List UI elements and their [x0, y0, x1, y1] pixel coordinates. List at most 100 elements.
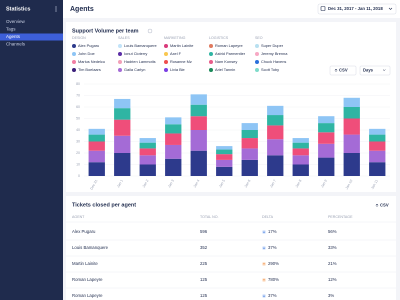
bar-segment [292, 155, 309, 165]
percentage: 56% [328, 229, 337, 234]
legend-item[interactable]: Super Duper [261, 43, 284, 48]
agent-name: Roman Lapeyre [72, 293, 103, 298]
legend-item[interactable]: Axel F [170, 51, 182, 56]
legend-item[interactable]: Rosanne Mz [170, 59, 192, 64]
total: 125 [200, 277, 208, 282]
bar-segment [139, 155, 156, 165]
nav-item[interactable]: Tags [6, 27, 16, 32]
help-icon[interactable] [147, 28, 153, 34]
y-tick-label: 20 [76, 151, 80, 155]
column-header: AGENT [72, 215, 85, 219]
column-header: TOTAL NO. [200, 215, 219, 219]
bar-segment [241, 130, 258, 139]
bar-segment [139, 142, 156, 149]
legend-item[interactable]: Martin Lainite [170, 43, 193, 48]
legend-item[interactable]: Ariel Tannin [215, 67, 235, 72]
period-select[interactable]: Days [359, 65, 391, 76]
x-tick-label: Jan 4 [193, 179, 201, 188]
bar-segment [318, 143, 335, 158]
legend-item[interactable]: Livia Bie [170, 67, 185, 72]
x-tick-label: Jan 8 [295, 179, 303, 188]
delta: 17% [268, 229, 277, 234]
bar-segment [216, 146, 233, 150]
y-tick-label: 40 [76, 128, 80, 132]
nav-item[interactable]: Channels [6, 42, 26, 47]
legend-item[interactable]: Hadrien Lammotis [124, 59, 156, 64]
bar-segment [267, 105, 284, 116]
table-title: Tickets closed per agent [72, 202, 136, 208]
legend-swatch [209, 60, 213, 64]
table-export-button[interactable]: CSV [375, 203, 389, 208]
bar-segment [292, 164, 309, 176]
legend-item[interactable]: Tim Boelaars [78, 67, 101, 72]
bar-segment [165, 124, 182, 134]
bar-segment [190, 104, 207, 117]
delta: 37% [268, 245, 277, 250]
legend-item[interactable]: Louis Bamanquere [124, 43, 157, 48]
legend-item[interactable]: Scott Toby [261, 67, 279, 72]
x-tick-label: Jan 9 [320, 179, 328, 188]
x-tick-label: Jan 1 [116, 179, 124, 188]
y-tick-label: 60 [76, 105, 80, 109]
y-tick-label: 0 [78, 174, 80, 178]
bar-segment [139, 148, 156, 156]
bar-segment [216, 154, 233, 160]
legend-swatch [72, 52, 76, 56]
percentage: 12% [328, 277, 337, 282]
legend-item[interactable]: Ionut Cioterry [124, 51, 147, 56]
agent-name: Roman Lapeyre [72, 277, 103, 282]
bar-segment [318, 123, 335, 133]
percentage: 33% [328, 245, 337, 250]
nav-item[interactable]: Agents [6, 34, 21, 39]
percentage: 3% [328, 293, 334, 298]
legend-item[interactable]: Astrid Parmentier [215, 51, 246, 56]
bar-segment [292, 148, 309, 156]
legend-group: LOGISTICS [209, 36, 229, 40]
bar-segment [318, 132, 335, 144]
nav-active [0, 33, 63, 41]
delta: 37% [268, 293, 277, 298]
legend-swatch [164, 44, 168, 48]
x-tick-label: Jan 3 [167, 179, 175, 188]
legend-swatch [118, 52, 122, 56]
legend-item[interactable]: Roman Lapeyre [215, 43, 243, 48]
legend-item[interactable]: Jeremy Brenna [261, 51, 288, 56]
bar-segment [165, 133, 182, 145]
legend-item[interactable]: Alex Pugaru [78, 43, 99, 48]
delta: 290% [268, 261, 279, 266]
sidebar-menu-icon[interactable] [55, 6, 57, 12]
legend-item[interactable]: Nam Konsey [215, 59, 237, 64]
bar-segment [88, 128, 105, 135]
legend-item[interactable]: Gaila Carlyn [124, 67, 145, 72]
bar-segment [216, 159, 233, 167]
sidebar-title: Statistics [6, 6, 30, 12]
delta-arrow [263, 278, 265, 281]
total: 352 [200, 245, 208, 250]
legend-item[interactable]: Chuck Havens [261, 59, 286, 64]
bar-segment [343, 153, 360, 176]
bar-segment [88, 150, 105, 163]
legend-group: SALES [118, 36, 130, 40]
export-button[interactable]: CSV [329, 65, 357, 76]
delta-arrow [263, 247, 265, 250]
legend-item[interactable]: John Doe [78, 51, 95, 56]
bar-segment [241, 148, 258, 160]
y-tick-label: 30 [76, 139, 80, 143]
top-bar [63, 0, 400, 18]
bar-segment [114, 119, 131, 136]
bar-segment [267, 115, 284, 126]
legend-group: DESIGN [72, 36, 86, 40]
x-tick-label: Dec 31 [89, 179, 98, 191]
bar-segment [190, 94, 207, 105]
bar-segment [88, 134, 105, 142]
nav-item[interactable]: Overview [6, 19, 26, 24]
agent-name: Louis Bamanquere [72, 245, 109, 250]
legend-item[interactable]: Marius Nedelcu [78, 59, 105, 64]
bar-segment [267, 139, 284, 156]
bar-segment [369, 150, 386, 163]
x-tick-label: Jan 5 [218, 179, 226, 188]
date-picker[interactable]: Dec 31, 2017 - Jan 11, 2018 [317, 3, 397, 15]
legend-swatch [72, 44, 76, 48]
x-tick-label: Jan 10 [345, 179, 354, 190]
